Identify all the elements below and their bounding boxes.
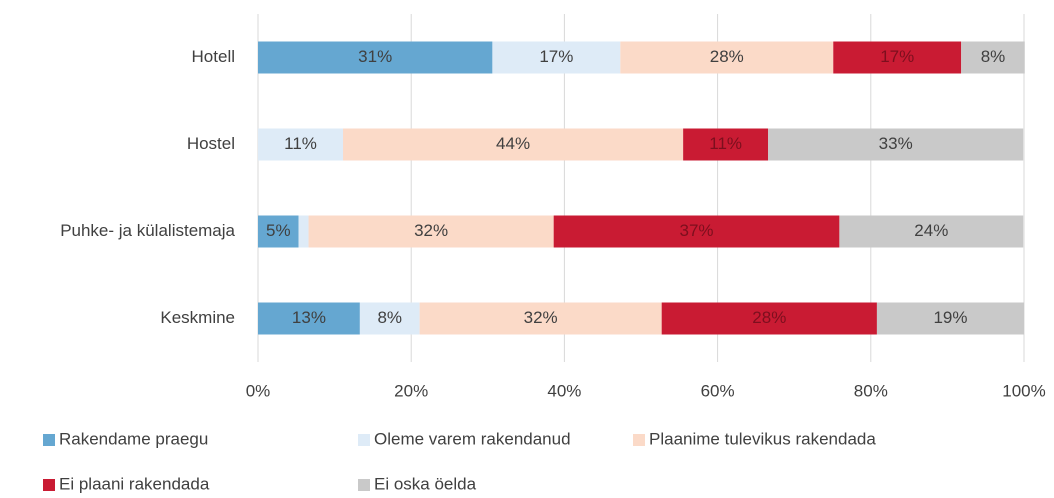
legend-swatch — [43, 434, 55, 446]
bar-segment — [308, 215, 554, 248]
data-label: 5% — [266, 221, 291, 240]
data-label: 17% — [880, 47, 914, 66]
x-tick-label: 40% — [547, 381, 581, 400]
y-tick-label: Hotell — [192, 47, 235, 66]
x-tick-label: 60% — [701, 381, 735, 400]
data-label: 37% — [680, 221, 714, 240]
y-tick-label: Keskmine — [160, 308, 235, 327]
bar-segment — [419, 302, 662, 335]
data-label: 8% — [981, 47, 1006, 66]
bar-segment — [961, 41, 1025, 74]
bar-segment — [258, 41, 493, 74]
bar-segment — [876, 302, 1024, 335]
data-label: 11% — [284, 134, 317, 153]
x-tick-label: 0% — [246, 381, 271, 400]
y-tick-label: Hostel — [187, 134, 235, 153]
legend-swatch — [358, 434, 370, 446]
bar-segment — [553, 215, 840, 248]
data-label: 32% — [414, 221, 448, 240]
bar-segment — [343, 128, 684, 161]
legend-swatch — [43, 479, 55, 491]
x-tick-label: 80% — [854, 381, 888, 400]
y-tick-label: Puhke- ja külalistemaja — [60, 221, 235, 240]
legend-label: Ei plaani rakendada — [59, 474, 210, 493]
legend-swatch — [633, 434, 645, 446]
bar-segment — [359, 302, 420, 335]
bar-segment — [661, 302, 877, 335]
bar-segment — [258, 302, 360, 335]
legend-label: Ei oska öelda — [374, 474, 477, 493]
bar-segment — [833, 41, 962, 74]
bar-segment — [258, 128, 344, 161]
bar-segment — [683, 128, 769, 161]
bar-segment — [298, 215, 309, 248]
legend-label: Rakendame praegu — [59, 429, 208, 448]
bar-segment — [492, 41, 621, 74]
bar-segment — [839, 215, 1024, 248]
data-label: 19% — [933, 308, 967, 327]
legend-label: Plaanime tulevikus rakendada — [649, 429, 876, 448]
legend-swatch — [358, 479, 370, 491]
data-label: 32% — [524, 308, 558, 327]
bar-segment — [258, 215, 299, 248]
data-label: 8% — [377, 308, 402, 327]
legend-label: Oleme varem rakendanud — [374, 429, 571, 448]
data-label: 31% — [358, 47, 392, 66]
data-label: 28% — [710, 47, 744, 66]
data-label: 13% — [292, 308, 326, 327]
x-tick-label: 20% — [394, 381, 428, 400]
data-label: 44% — [496, 134, 530, 153]
data-label: 24% — [914, 221, 948, 240]
data-label: 11% — [709, 134, 742, 153]
bar-segment — [768, 128, 1024, 161]
x-tick-label: 100% — [1002, 381, 1045, 400]
data-label: 33% — [879, 134, 913, 153]
bar-segment — [620, 41, 834, 74]
data-label: 28% — [752, 308, 786, 327]
data-label: 17% — [539, 47, 573, 66]
